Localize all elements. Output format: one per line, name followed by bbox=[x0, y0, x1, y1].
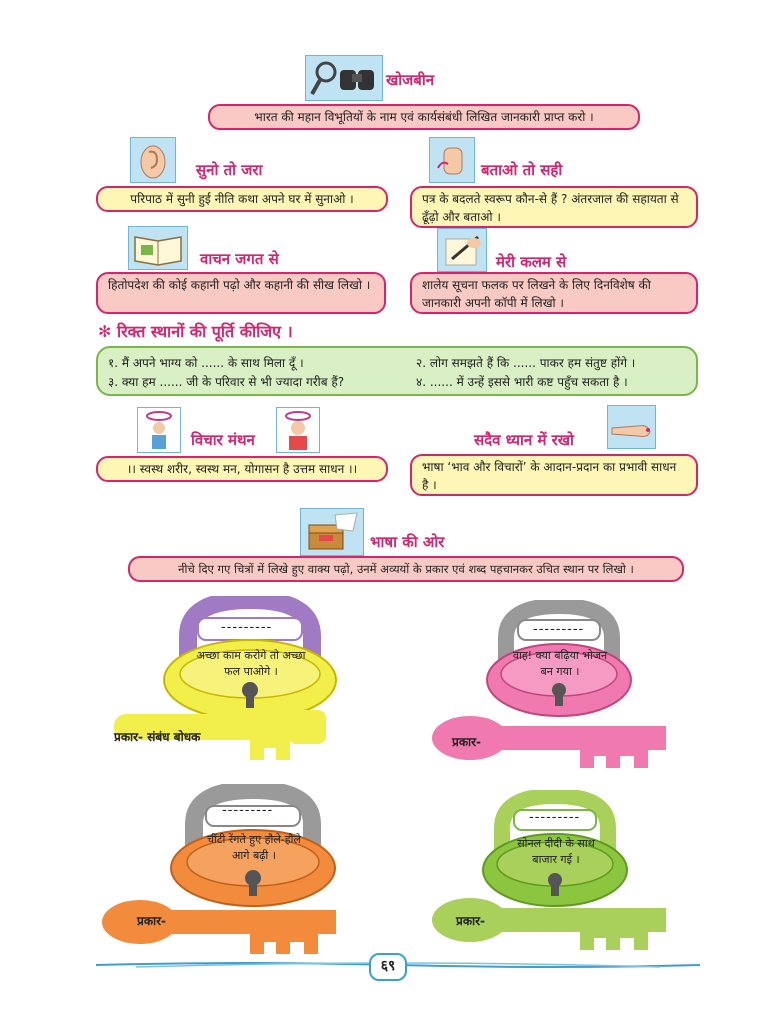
writing-pen-icon bbox=[437, 228, 487, 272]
treasure-box-icon bbox=[300, 508, 364, 556]
suno-text: परिपाठ में सुनी हुई नीति कथा अपने घर में… bbox=[96, 186, 388, 212]
key-2-graphic bbox=[432, 716, 666, 768]
fill-blanks-box: १. मैं अपने भाग्य को ...... के साथ मिला … bbox=[96, 346, 698, 396]
khojbeen-text: भारत की महान विभूतियों के नाम एवं कार्यस… bbox=[208, 104, 640, 130]
batao-title: बताओ तो सही bbox=[481, 161, 563, 179]
bhasha-text: नीचे दिए गए चित्रों में लिखे हुए वाक्य प… bbox=[128, 556, 684, 582]
key-3-graphic bbox=[102, 900, 336, 954]
lock-2-graphic bbox=[486, 600, 632, 717]
khojbeen-title: खोजबीन bbox=[386, 71, 435, 89]
key-1-label: प्रकार- संबंध बोधक bbox=[114, 730, 201, 744]
lock-3-blank: --------- bbox=[222, 803, 274, 818]
lock-1-sentence: अच्छा काम करोगे तो अच्छा फल पाओगे । bbox=[196, 649, 306, 678]
listening-ear-icon bbox=[130, 137, 176, 183]
key-1-graphic bbox=[114, 710, 326, 760]
dhyan-title: सदैव ध्यान में रखो bbox=[474, 431, 574, 449]
fill-question-1: १. मैं अपने भाग्य को ...... के साथ मिला … bbox=[108, 356, 304, 370]
bhasha-title: भाषा की ओर bbox=[370, 533, 445, 551]
speaking-hand-icon bbox=[429, 137, 475, 183]
pointing-finger-icon bbox=[607, 405, 656, 449]
fill-question-3: ३. क्या हम ...... जी के परिवार से भी ज्य… bbox=[108, 375, 345, 389]
vichar-title: विचार मंथन bbox=[191, 431, 255, 449]
suno-title: सुनो तो जरा bbox=[196, 161, 263, 179]
fill-question-4: ४. ...... में उन्हें इससे भारी कष्ट पहुँ… bbox=[416, 375, 628, 389]
lock-4-sentence: सोनल दीदी के साथ बाजार गई । bbox=[517, 837, 595, 866]
kalam-text: शालेय सूचना फलक पर लिखने के लिए दिनविशेष… bbox=[410, 272, 698, 314]
vachan-title: वाचन जगत से bbox=[200, 250, 279, 268]
open-book-icon bbox=[128, 226, 188, 270]
lock-4-graphic bbox=[482, 790, 628, 907]
lock-1-graphic bbox=[163, 596, 337, 721]
lock-3-graphic bbox=[170, 784, 336, 907]
dhyan-text: भाषा ‘भाव और विचारों’ के आदान-प्रदान का … bbox=[410, 454, 698, 496]
key-3-label: प्रकार- bbox=[137, 914, 167, 928]
kalam-title: मेरी कलम से bbox=[496, 253, 567, 271]
thinking-girl-icon bbox=[137, 407, 181, 453]
key-4-label: प्रकार- bbox=[456, 914, 486, 928]
lock-2-sentence: वाह! क्या बढ़िया भोजन बन गया । bbox=[512, 649, 608, 678]
lock-1-blank: --------- bbox=[221, 620, 273, 635]
vachan-text: हितोपदेश की कोई कहानी पढ़ो और कहानी की स… bbox=[96, 272, 386, 314]
key-2-label: प्रकार- bbox=[452, 735, 482, 749]
fill-blanks-title: ✻ रिक्त स्थानों की पूर्ति कीजिए । bbox=[98, 322, 293, 341]
binocular-icon bbox=[305, 55, 383, 101]
lock-3-sentence: चींटी रेंगते हुए हौले-हौले आगे बढ़ी । bbox=[207, 833, 301, 862]
page-number: ६९ bbox=[369, 953, 407, 981]
batao-text: पत्र के बदलते स्वरूप कौन-से हैं ? अंतरजा… bbox=[410, 186, 698, 228]
fill-question-2: २. लोग समझते हैं कि ...... पाकर हम संतुष… bbox=[416, 356, 636, 370]
lock-2-blank: --------- bbox=[533, 622, 585, 637]
key-4-graphic bbox=[432, 898, 666, 950]
lock-4-blank: --------- bbox=[529, 810, 581, 825]
vichar-text: ।। स्वस्थ शरीर, स्वस्थ मन, योगासन है उत्… bbox=[96, 456, 388, 482]
thinking-boy-icon bbox=[276, 407, 320, 453]
